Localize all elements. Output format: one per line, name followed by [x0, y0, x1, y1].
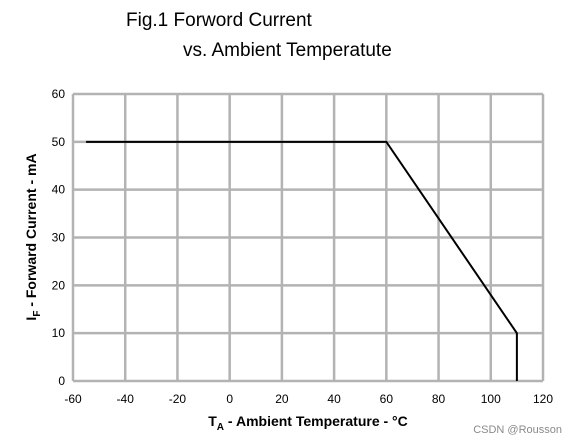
- x-axis-label-main: T: [208, 413, 217, 429]
- x-tick-label: 80: [432, 392, 446, 406]
- x-tick-label: -20: [169, 392, 187, 406]
- y-tick-label: 0: [58, 374, 65, 388]
- y-tick-label: 60: [52, 87, 66, 101]
- chart-title-line-2: vs. Ambient Temperatute: [183, 40, 392, 61]
- y-tick-label: 40: [52, 183, 66, 197]
- y-axis-label-sub: F: [32, 311, 43, 317]
- x-axis-label-sub: A: [217, 422, 224, 433]
- y-tick-label: 50: [52, 135, 66, 149]
- y-tick-label: 20: [52, 278, 66, 292]
- grid: [71, 92, 545, 383]
- x-tick-label: -60: [64, 392, 82, 406]
- x-tick-label: 20: [275, 392, 289, 406]
- chart-title-line-1: Fig.1 Forword Current: [126, 10, 312, 31]
- x-axis-ticks: -60 -40 -20 0 20 40 60 80 100 120: [64, 392, 553, 406]
- y-axis-ticks: 0 10 20 30 40 50 60: [52, 87, 66, 388]
- x-tick-label: 100: [481, 392, 501, 406]
- y-axis-label: IF - Forward Current - mA: [23, 153, 43, 320]
- x-tick-label: 60: [380, 392, 394, 406]
- y-tick-label: 10: [52, 326, 66, 340]
- x-tick-label: -40: [117, 392, 135, 406]
- series-group: [86, 140, 518, 381]
- y-axis-label-rest: - Forward Current - mA: [23, 153, 39, 310]
- x-tick-label: 40: [327, 392, 341, 406]
- x-axis-label-rest: - Ambient Temperature - °C: [224, 413, 408, 429]
- y-tick-label: 30: [52, 231, 66, 245]
- x-tick-label: 120: [533, 392, 553, 406]
- watermark: CSDN @Rousson: [473, 424, 562, 436]
- x-axis-label: TA - Ambient Temperature - °C: [208, 413, 408, 433]
- y-axis-label-main: I: [23, 317, 39, 321]
- series-line-1: [86, 140, 518, 381]
- x-tick-label: 0: [226, 392, 233, 406]
